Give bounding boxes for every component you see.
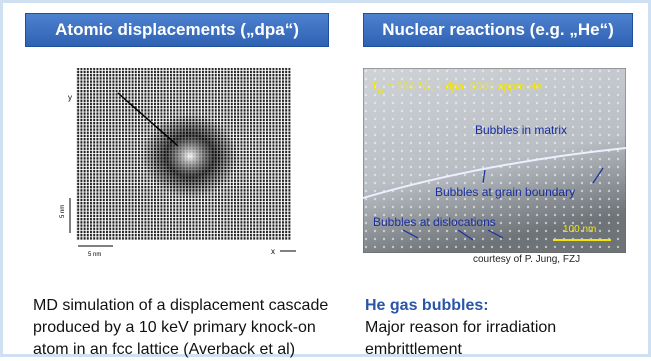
caption-title: He gas bubbles: xyxy=(365,295,556,317)
line: Major reason for irradiation xyxy=(365,317,556,339)
label: Bubbles at dislocations xyxy=(373,215,496,229)
credit: courtesy of P. Jung, FZJ xyxy=(473,254,580,265)
condition: Tirr = 550 °C, 1 dpa, 5000 appm He xyxy=(371,81,542,95)
label: Bubbles at grain boundary xyxy=(435,185,575,199)
right-caption: He gas bubbles: Major reason for irradia… xyxy=(365,295,556,361)
x-label: x xyxy=(271,247,275,256)
left-caption: MD simulation of a displacement cascade … xyxy=(33,295,328,361)
y-label: y xyxy=(68,93,72,102)
slide: Atomic displacements („dpa“) Nuclear rea… xyxy=(0,0,651,357)
line: atom in an fcc lattice (Averback et al) xyxy=(33,339,328,361)
label: Bubbles in matrix xyxy=(475,123,567,137)
scale-y: 5 nm xyxy=(60,205,66,218)
right-header: Nuclear reactions (e.g. „He“) xyxy=(363,13,633,47)
md-figure: y 5 nm 5 nm x xyxy=(58,58,313,258)
scale-x: 5 nm xyxy=(88,252,101,258)
line: MD simulation of a displacement cascade xyxy=(33,295,328,317)
left-header: Atomic displacements („dpa“) xyxy=(25,13,329,47)
line: embrittlement xyxy=(365,339,556,361)
line: produced by a 10 keV primary knock-on xyxy=(33,317,328,339)
micrograph: Tirr = 550 °C, 1 dpa, 5000 appm He Bubbl… xyxy=(363,68,626,253)
scale-label: 100 nm xyxy=(563,224,596,235)
